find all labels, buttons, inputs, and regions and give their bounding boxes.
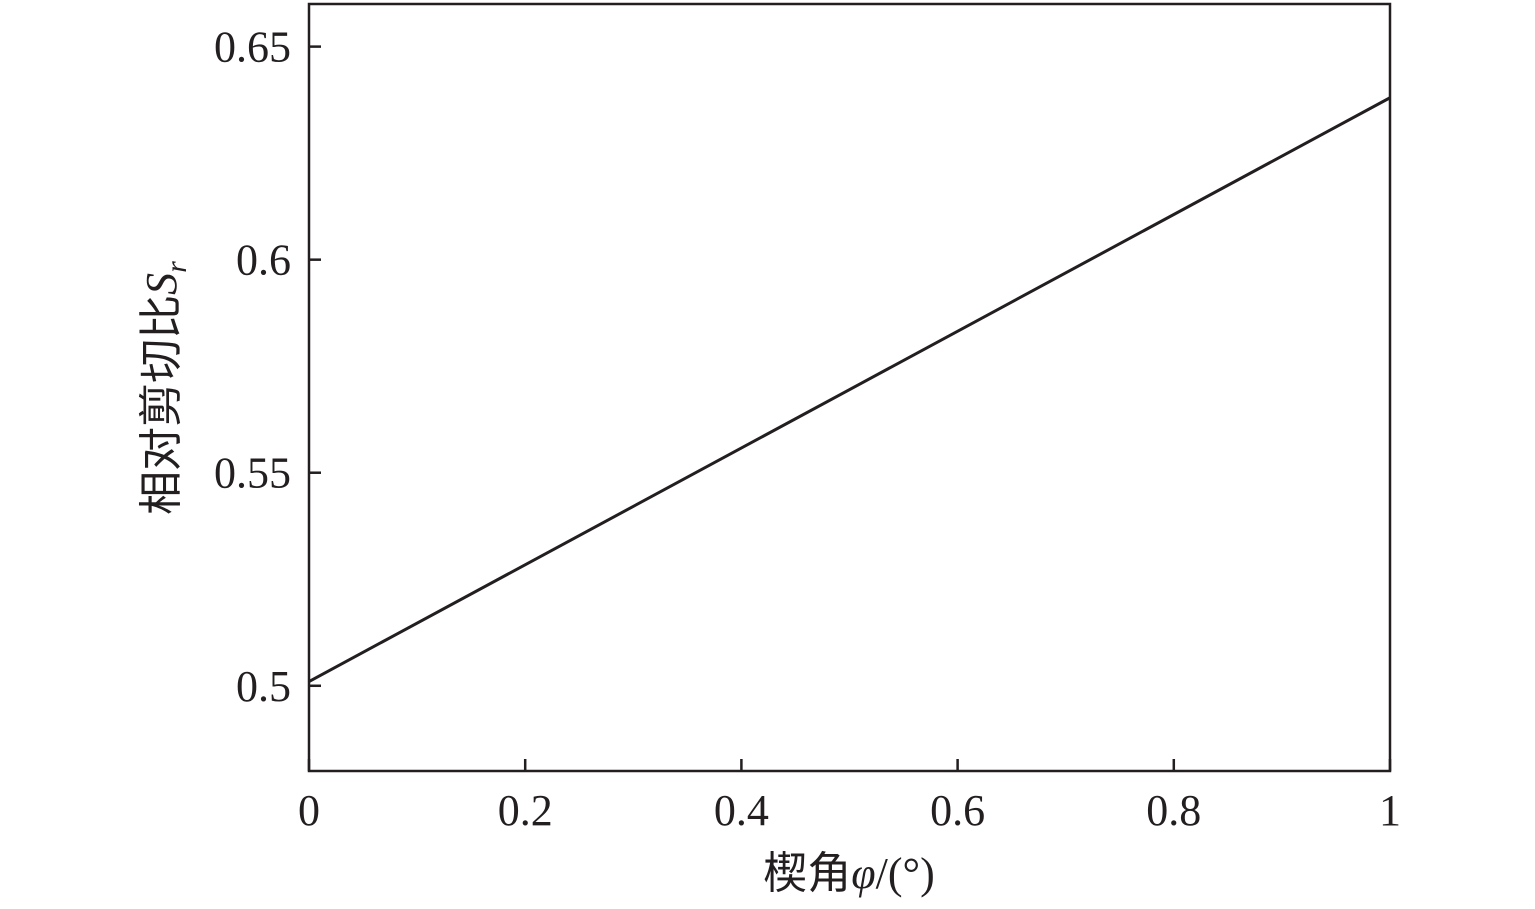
plot-frame <box>307 2 1392 773</box>
x-axis-label: 楔角φ/(°) <box>763 849 934 898</box>
x-axis-label-unit: /(°) <box>876 849 935 898</box>
y-tick-label: 0.65 <box>214 23 291 72</box>
series-line <box>308 96 1391 683</box>
x-axis-label-symbol: φ <box>851 849 875 898</box>
y-axis-label: 相对剪切比Sr <box>137 261 193 515</box>
y-axis-label-text: 相对剪切比 <box>137 295 186 515</box>
y-axis-label-symbol: S <box>137 273 186 295</box>
x-tick-label: 1 <box>1379 786 1401 835</box>
x-axis: 0 0.2 0.4 0.6 0.8 1 <box>298 759 1401 835</box>
series-group <box>308 96 1391 683</box>
x-axis-label-text: 楔角 <box>763 849 851 898</box>
x-tick-label: 0.2 <box>498 786 553 835</box>
x-tick-label: 0.8 <box>1146 786 1201 835</box>
x-tick-label: 0.6 <box>930 786 985 835</box>
y-axis: 0.5 0.55 0.6 0.65 <box>214 23 321 711</box>
y-tick-label: 0.5 <box>236 662 291 711</box>
y-tick-label: 0.6 <box>236 236 291 285</box>
y-axis-label-subscript: r <box>160 261 193 273</box>
y-tick-label: 0.55 <box>214 449 291 498</box>
x-tick-label: 0 <box>298 786 320 835</box>
x-tick-label: 0.4 <box>714 786 769 835</box>
